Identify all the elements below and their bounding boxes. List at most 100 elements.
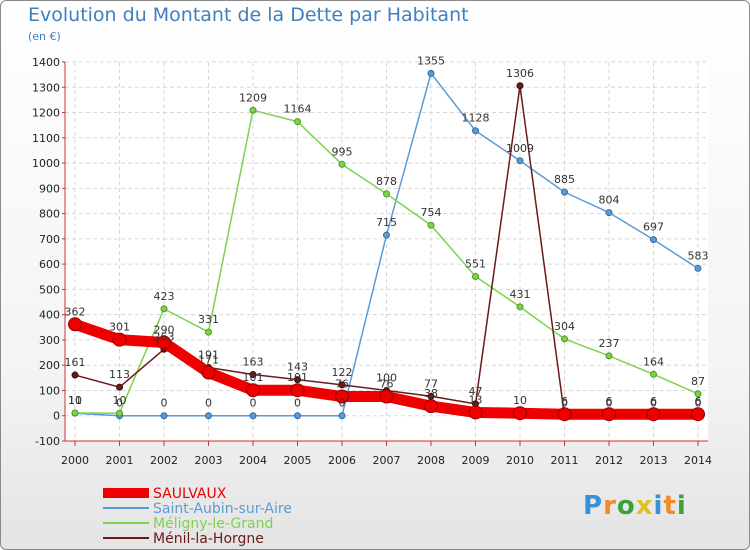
data-label: 0 — [606, 397, 613, 410]
data-label: 423 — [154, 290, 175, 303]
logo-letter: i — [653, 491, 664, 521]
series-saulvaux — [68, 317, 705, 422]
data-label: 1009 — [506, 142, 534, 155]
x-tick-label: 2012 — [595, 454, 623, 467]
data-label: 0 — [561, 397, 568, 410]
data-label: 290 — [154, 323, 175, 336]
data-label: 6 — [695, 395, 702, 408]
data-point — [516, 157, 524, 165]
data-point — [468, 405, 483, 420]
data-point — [513, 406, 527, 421]
data-label: 101 — [243, 371, 264, 384]
data-label: 754 — [421, 206, 442, 219]
data-label: 163 — [243, 356, 264, 369]
data-label: 551 — [465, 258, 486, 271]
data-point — [472, 273, 479, 281]
data-point — [338, 160, 346, 168]
data-point — [338, 381, 346, 389]
data-point — [650, 370, 657, 378]
data-label: 995 — [332, 145, 353, 158]
x-tick-label: 2004 — [239, 454, 267, 467]
data-point — [290, 383, 305, 398]
chart-subtitle: (en €) — [28, 30, 61, 43]
y-tick-label: 1300 — [32, 81, 60, 94]
series-saulvaux-labels: 362 301 290 171 101 101 76 76 38 13 10 6 6 6 6 — [65, 305, 702, 408]
legend-label: Saint-Aubin-sur-Aire — [153, 501, 292, 517]
y-tick-label: 200 — [39, 359, 60, 372]
data-label: 13 — [469, 393, 483, 406]
data-label: 0 — [205, 397, 212, 410]
data-label: 715 — [376, 216, 397, 229]
legend-item: Saint-Aubin-sur-Aire — [103, 501, 292, 517]
data-label: 331 — [198, 313, 219, 326]
data-point — [383, 231, 390, 239]
logo-letter: x — [635, 491, 654, 521]
data-label: 87 — [691, 375, 705, 388]
data-label: 76 — [380, 378, 394, 391]
data-label: 10 — [113, 394, 127, 407]
data-label: 0 — [695, 397, 702, 410]
data-label: 0 — [116, 397, 123, 410]
data-label: 47 — [469, 385, 483, 398]
data-label: 10 — [68, 394, 82, 407]
data-label: 171 — [198, 354, 219, 367]
data-label: 0 — [339, 397, 346, 410]
data-point — [68, 317, 82, 332]
series-meligny-labels: 11 10423331120911649958787545514313042371… — [68, 91, 705, 407]
data-label: 0 — [161, 397, 168, 410]
data-point — [160, 305, 168, 313]
data-label: 161 — [65, 356, 86, 369]
y-tick-label: 1400 — [32, 56, 60, 69]
data-point — [205, 328, 212, 336]
proxiti-logo: Proxiti — [583, 491, 687, 521]
x-tick-label: 2006 — [328, 454, 356, 467]
data-point — [694, 264, 702, 272]
data-label: 143 — [287, 361, 308, 374]
data-point — [646, 407, 661, 422]
data-label: 76 — [335, 378, 349, 391]
data-point — [338, 412, 346, 420]
data-label: 1355 — [417, 54, 445, 67]
chart-title: Evolution du Montant de la Dette par Hab… — [28, 4, 469, 26]
data-point — [424, 399, 438, 414]
data-point — [561, 188, 568, 196]
data-point — [205, 412, 212, 420]
y-tick-label: 100 — [39, 384, 60, 397]
data-label: 697 — [643, 221, 664, 234]
data-point — [71, 409, 79, 417]
data-point — [605, 352, 613, 360]
data-label: 6 — [650, 395, 657, 408]
legend-label: Ménil-la-Horgne — [153, 531, 264, 547]
data-point — [294, 376, 301, 384]
data-point — [294, 118, 301, 126]
y-tick-label: 500 — [39, 283, 60, 296]
data-point — [694, 390, 702, 398]
x-tick-label: 2009 — [462, 454, 490, 467]
y-tick-label: 1000 — [32, 157, 60, 170]
series-meligny — [71, 106, 702, 417]
data-point — [249, 412, 257, 420]
data-label: 77 — [424, 377, 438, 390]
data-point — [691, 407, 705, 422]
y-tick-label: 1100 — [32, 132, 60, 145]
logo-letter: t — [663, 491, 677, 521]
logo-letter: P — [583, 491, 604, 521]
legend-label: SAULVAUX — [153, 486, 227, 502]
data-label: 1128 — [462, 112, 490, 125]
data-point — [379, 389, 394, 404]
x-tick-label: 2013 — [640, 454, 668, 467]
data-point — [427, 69, 435, 77]
data-label: 1306 — [506, 67, 534, 80]
y-tick-label: 600 — [39, 258, 60, 271]
data-label: 301 — [109, 321, 130, 334]
data-label: 1164 — [284, 103, 312, 116]
data-point — [294, 412, 301, 420]
data-label: 113 — [109, 368, 130, 381]
data-label: 263 — [154, 330, 175, 343]
data-label: 11 — [68, 394, 82, 407]
data-label: 583 — [688, 249, 709, 262]
data-label: 431 — [510, 288, 531, 301]
